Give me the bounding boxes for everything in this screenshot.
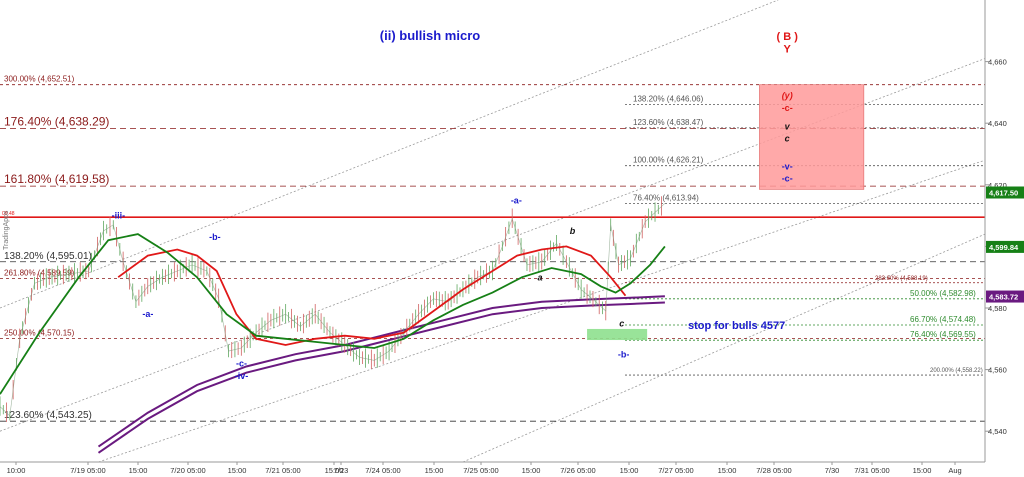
wave-label: Y (784, 43, 792, 55)
wave-label: ( B ) (776, 31, 798, 43)
price-badge-label: 4,599.84 (989, 243, 1019, 252)
x-tick-label: Aug (948, 466, 961, 475)
fib-level-label: 138.20% (4,595.01) (4, 251, 92, 262)
x-tick-label: 15:00 (522, 466, 541, 475)
price-badge-label: 4,583.72 (989, 293, 1018, 302)
x-tick-label: 15:00 (620, 466, 639, 475)
x-tick-label: 15:00 (228, 466, 247, 475)
red-moving-average (117, 245, 627, 346)
wave-label: c (785, 134, 790, 144)
x-tick-label: 7/27 05:00 (658, 466, 693, 475)
purple-moving-average-lower (97, 301, 665, 454)
y-tick-label: 4,580 (988, 304, 1007, 313)
fib-level-label: 283.60% (4,588.19) (875, 276, 928, 282)
y-tick-label: 4,560 (988, 366, 1007, 375)
series (0, 196, 666, 454)
y-tick-label: 4,640 (988, 119, 1007, 128)
fib-level-label: 176.40% (4,638.29) (4, 114, 109, 128)
wave-label: a (537, 272, 542, 282)
x-tick-label: 7/25 05:00 (463, 466, 498, 475)
fib-level-label: 161.80% (4,619.58) (4, 172, 109, 186)
y-tick-label: 4,660 (988, 58, 1007, 67)
zones (587, 84, 865, 341)
chart-title: (ii) bullish micro (380, 28, 480, 43)
x-tick-label: 15:00 (325, 466, 344, 475)
wave-label: -iv- (235, 371, 249, 381)
wave-label: -b- (209, 232, 221, 242)
x-tick-label: 15:00 (129, 466, 148, 475)
fib-level-label: 261.80% (4,589.59) (4, 268, 75, 277)
wave-label: c (619, 318, 624, 328)
channel-line (462, 233, 986, 463)
wave-label: -a- (511, 195, 522, 205)
fib-level-label: 50.00% (4,582.98) (910, 289, 976, 298)
x-tick-label: 7/24 05:00 (365, 466, 400, 475)
wave-label: -c- (782, 103, 793, 113)
x-tick-label: 7/21 05:00 (265, 466, 300, 475)
wave-label: -b- (618, 349, 630, 359)
fib-level-label: 100.00% (4,626.21) (633, 156, 704, 165)
price-badge (986, 186, 1024, 199)
wave-label: -c- (236, 359, 247, 369)
wave-label: -a- (142, 309, 153, 319)
x-tick-label: 7/28 05:00 (756, 466, 791, 475)
resistance-label: 09.48 (2, 211, 15, 217)
price-badge-label: 4,617.50 (989, 189, 1018, 198)
fib-level-label: 76.40% (4,569.55) (910, 330, 976, 339)
x-tick-label: 7/23 (334, 466, 349, 475)
fib-level-label: 123.60% (4,638.47) (633, 118, 704, 127)
x-tick-label: 7/19 05:00 (70, 466, 105, 475)
fib-level-label: 66.70% (4,574.48) (910, 315, 976, 324)
channel-line (98, 159, 986, 463)
x-tick-label: 15:00 (718, 466, 737, 475)
wave-label: v (785, 121, 791, 131)
wave-label: -v- (782, 161, 793, 171)
price-badge (986, 240, 1024, 253)
x-tick-label: 15:00 (913, 466, 932, 475)
fib-level-label: 76.40% (4,613.94) (633, 193, 699, 202)
x-tick-label: 7/30 (825, 466, 840, 475)
x-tick-label: 15:00 (425, 466, 444, 475)
green-moving-average (0, 233, 666, 395)
watermark: TradingApps (3, 210, 10, 250)
x-tick-label: 7/20 05:00 (170, 466, 205, 475)
wave-label: (y) (782, 91, 793, 101)
fib-level-label: 138.20% (4,646.06) (633, 95, 704, 104)
x-tick-label: 7/31 05:00 (854, 466, 889, 475)
x-tick-label: 7/26 05:00 (560, 466, 595, 475)
fib-level-label: 300.00% (4,652.51) (4, 75, 75, 84)
support-zone (587, 328, 648, 341)
stop-annotation: stop for bulls 4577 (688, 320, 785, 332)
target-zone (759, 84, 865, 190)
wave-label: -iii- (112, 211, 126, 221)
y-tick-label: 4,620 (988, 181, 1007, 190)
price-badge (986, 290, 1024, 303)
wave-labels: -iii- -a- -b- -c- -iv- -a-a b c -b- ( B )Y (y) -c-v… (112, 31, 799, 381)
y-tick-label: 4,540 (988, 427, 1007, 436)
channel-line (0, 0, 779, 309)
fib-level-label: 123.60% (4,543.25) (4, 410, 92, 421)
wave-label: -c- (782, 174, 793, 184)
wave-label: b (570, 226, 576, 236)
x-tick-label: 10:00 (7, 466, 26, 475)
fib-level-label: 200.00% (4,558.22) (930, 368, 983, 374)
purple-moving-average-upper (97, 295, 665, 448)
